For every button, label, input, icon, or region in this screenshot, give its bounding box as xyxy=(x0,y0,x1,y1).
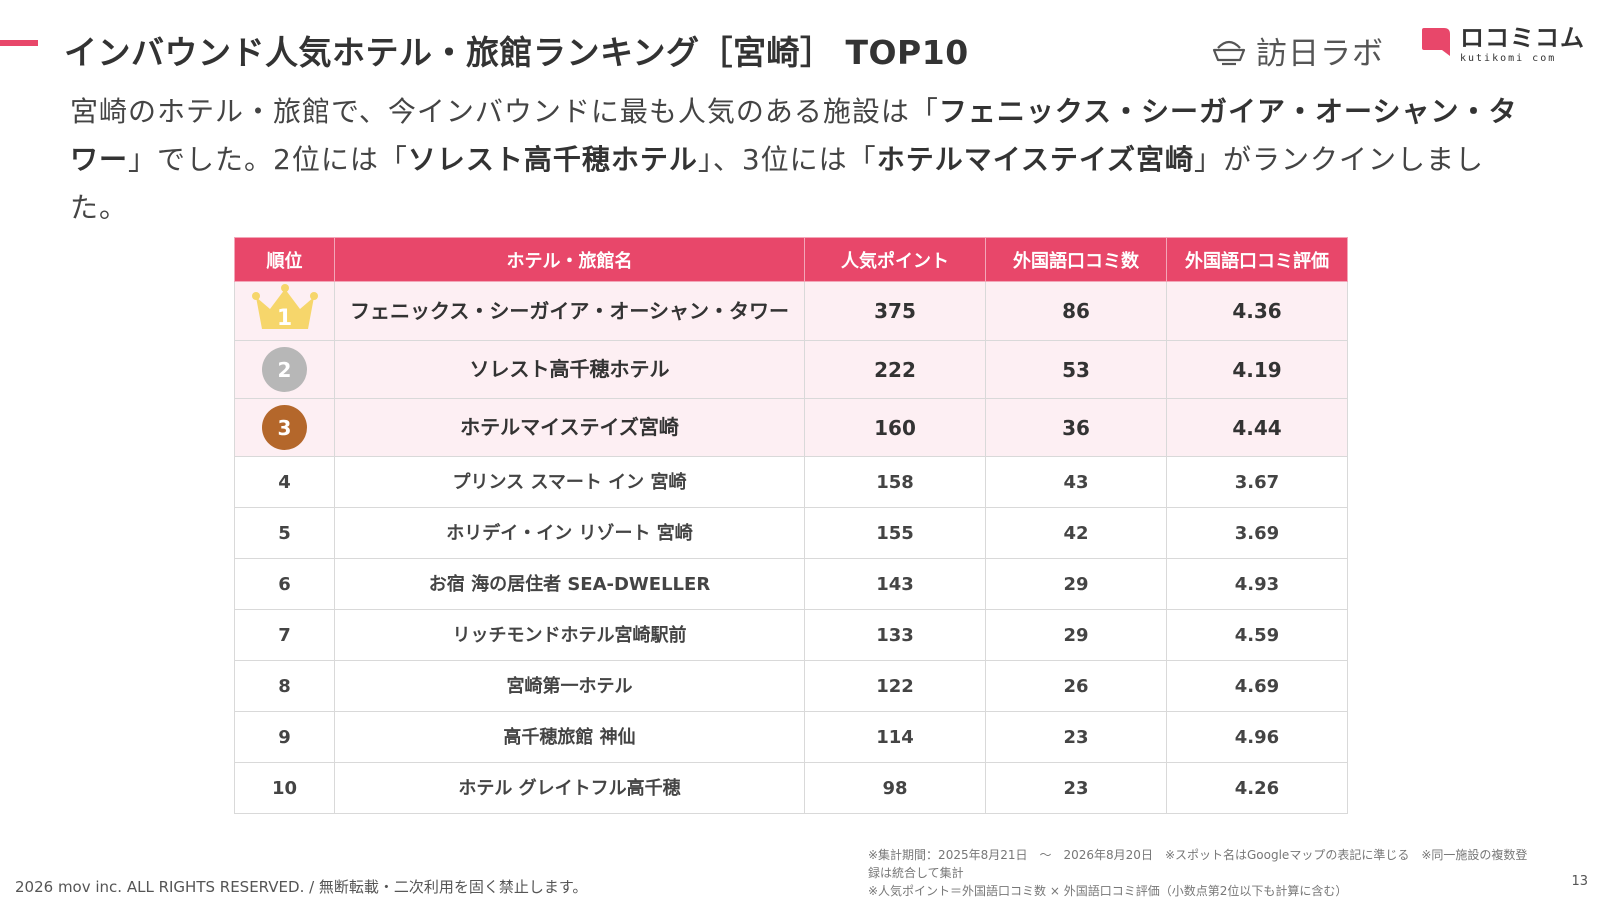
footnotes: ※集計期間：2025年8月21日 〜 2026年8月20日 ※スポット名はGoo… xyxy=(868,846,1538,900)
review-rating: 4.96 xyxy=(1166,711,1348,763)
table-row: 1 フェニックス・シーガイア・オーシャン・タワー 375 86 4.36 xyxy=(234,281,1348,341)
column-header-points: 人気ポイント xyxy=(804,237,986,282)
houmon-lab-logo: 訪日ラボ xyxy=(1212,28,1384,73)
table-row: 8 宮崎第一ホテル 122 26 4.69 xyxy=(234,660,1348,712)
review-rating: 3.67 xyxy=(1166,456,1348,508)
footnote-period: ※集計期間：2025年8月21日 〜 2026年8月20日 ※スポット名はGoo… xyxy=(868,848,1528,880)
hotel-name: フェニックス・シーガイア・オーシャン・タワー xyxy=(334,281,805,341)
review-rating: 4.59 xyxy=(1166,609,1348,661)
silver-medal-icon: 2 xyxy=(262,347,307,392)
rank-cell: 10 xyxy=(234,762,335,814)
rank-cell: 5 xyxy=(234,507,335,559)
review-count: 36 xyxy=(985,398,1167,457)
rank-cell: 6 xyxy=(234,558,335,610)
table-row: 4 プリンス スマート イン 宮崎 158 43 3.67 xyxy=(234,456,1348,508)
review-rating: 3.69 xyxy=(1166,507,1348,559)
title-accent-bar xyxy=(0,40,38,46)
lead-text: 宮崎のホテル・旅館で、今インバウンドに最も人気のある施設は「 xyxy=(70,95,939,128)
review-count: 29 xyxy=(985,558,1167,610)
popularity-points: 222 xyxy=(804,340,986,399)
review-count: 86 xyxy=(985,281,1167,341)
hotel-name: 宮崎第一ホテル xyxy=(334,660,805,712)
page-number: 13 xyxy=(1571,874,1588,889)
review-count: 29 xyxy=(985,609,1167,661)
column-header-reviews: 外国語口コミ数 xyxy=(985,237,1167,282)
rank-cell: 2 xyxy=(234,340,335,399)
hotel-name: リッチモンドホテル宮崎駅前 xyxy=(334,609,805,661)
rank-cell: 4 xyxy=(234,456,335,508)
review-count: 43 xyxy=(985,456,1167,508)
table-header-row: 順位 ホテル・旅館名 人気ポイント 外国語口コミ数 外国語口コミ評価 xyxy=(234,237,1348,282)
popularity-points: 98 xyxy=(804,762,986,814)
rank-number: 1 xyxy=(276,305,293,331)
popularity-points: 133 xyxy=(804,609,986,661)
review-rating: 4.69 xyxy=(1166,660,1348,712)
table-row: 3 ホテルマイステイズ宮崎 160 36 4.44 xyxy=(234,398,1348,457)
review-rating: 4.36 xyxy=(1166,281,1348,341)
review-rating: 4.44 xyxy=(1166,398,1348,457)
bowl-icon xyxy=(1212,40,1246,65)
hotel-name: お宿 海の居住者 SEA-DWELLER xyxy=(334,558,805,610)
review-count: 26 xyxy=(985,660,1167,712)
lead-highlight-rank2: ソレスト高千穂ホテル xyxy=(407,143,698,176)
table-row: 2 ソレスト高千穂ホテル 222 53 4.19 xyxy=(234,340,1348,399)
houmon-lab-logo-text: 訪日ラボ xyxy=(1256,36,1384,72)
table-row: 6 お宿 海の居住者 SEA-DWELLER 143 29 4.93 xyxy=(234,558,1348,610)
review-rating: 4.93 xyxy=(1166,558,1348,610)
rank-cell: 8 xyxy=(234,660,335,712)
rank-cell: 9 xyxy=(234,711,335,763)
review-count: 53 xyxy=(985,340,1167,399)
lead-text: 」、3位には「 xyxy=(697,143,877,176)
lead-text: 」がランクインしました。 xyxy=(70,143,1485,224)
column-header-name: ホテル・旅館名 xyxy=(334,237,805,282)
rank-cell: 3 xyxy=(234,398,335,457)
kuchikomi-com-logo-text: ロコミコム xyxy=(1460,24,1585,52)
popularity-points: 143 xyxy=(804,558,986,610)
table-row: 7 リッチモンドホテル宮崎駅前 133 29 4.59 xyxy=(234,609,1348,661)
lead-text: 」でした。2位には「 xyxy=(128,143,408,176)
rank-cell: 7 xyxy=(234,609,335,661)
review-count: 23 xyxy=(985,711,1167,763)
review-count: 23 xyxy=(985,762,1167,814)
hotel-name: ホリデイ・イン リゾート 宮崎 xyxy=(334,507,805,559)
hotel-name: ホテルマイステイズ宮崎 xyxy=(334,398,805,457)
hotel-name: プリンス スマート イン 宮崎 xyxy=(334,456,805,508)
bronze-medal-icon: 3 xyxy=(262,405,307,450)
page-title: インバウンド人気ホテル・旅館ランキング［宮崎］ TOP10 xyxy=(64,33,969,72)
hotel-name: 高千穂旅館 神仙 xyxy=(334,711,805,763)
lead-paragraph: 宮崎のホテル・旅館で、今インバウンドに最も人気のある施設は「フェニックス・シーガ… xyxy=(70,88,1540,232)
popularity-points: 114 xyxy=(804,711,986,763)
review-rating: 4.19 xyxy=(1166,340,1348,399)
column-header-rank: 順位 xyxy=(234,237,335,282)
copyright-notice: 2026 mov inc. ALL RIGHTS RESERVED. / 無断転… xyxy=(15,878,588,896)
popularity-points: 122 xyxy=(804,660,986,712)
popularity-points: 158 xyxy=(804,456,986,508)
popularity-points: 155 xyxy=(804,507,986,559)
popularity-points: 160 xyxy=(804,398,986,457)
hotel-name: ホテル グレイトフル高千穂 xyxy=(334,762,805,814)
rank-cell: 1 xyxy=(234,281,335,341)
review-count: 42 xyxy=(985,507,1167,559)
kuchikomi-com-logo-subtext: kutikomi com xyxy=(1460,53,1557,64)
ranking-table: 順位 ホテル・旅館名 人気ポイント 外国語口コミ数 外国語口コミ評価 1 フ xyxy=(234,237,1348,814)
lead-highlight-rank1: フェニックス・シーガイア・オーシャン・タワー xyxy=(70,95,1518,176)
table-row: 10 ホテル グレイトフル高千穂 98 23 4.26 xyxy=(234,762,1348,814)
popularity-points: 375 xyxy=(804,281,986,341)
hotel-name: ソレスト高千穂ホテル xyxy=(334,340,805,399)
table-row: 5 ホリデイ・イン リゾート 宮崎 155 42 3.69 xyxy=(234,507,1348,559)
table-row: 9 高千穂旅館 神仙 114 23 4.96 xyxy=(234,711,1348,763)
kuchikomi-com-logo: ロコミコム kutikomi com xyxy=(1420,26,1585,64)
speech-bubble-icon xyxy=(1422,28,1450,56)
crown-icon: 1 xyxy=(251,283,318,335)
review-rating: 4.26 xyxy=(1166,762,1348,814)
lead-highlight-rank3: ホテルマイステイズ宮崎 xyxy=(876,143,1195,176)
column-header-rating: 外国語口コミ評価 xyxy=(1166,237,1348,282)
footnote-formula: ※人気ポイント＝外国語口コミ数 × 外国語口コミ評価（小数点第2位以下も計算に含… xyxy=(868,884,1348,898)
